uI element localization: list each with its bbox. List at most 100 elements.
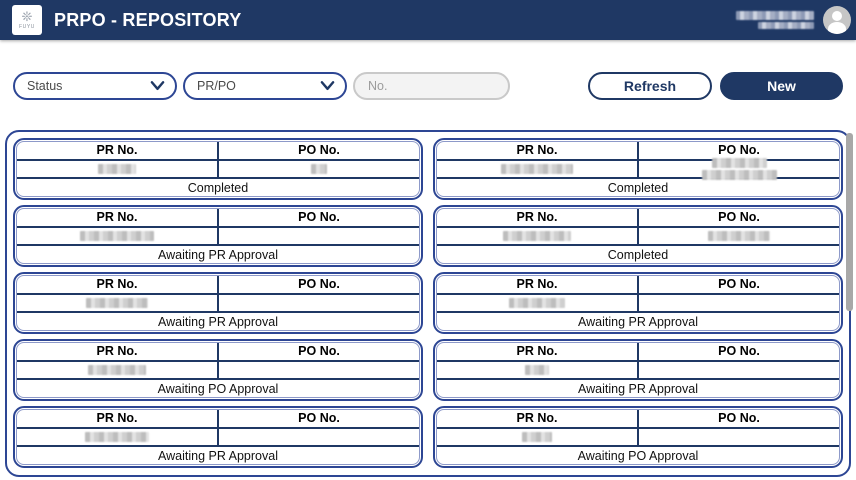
redacted-value	[85, 432, 149, 442]
pr-no-header: PR No.	[516, 277, 558, 292]
card-value-row	[437, 294, 839, 314]
card-status: Awaiting PR Approval	[158, 314, 278, 329]
chevron-down-icon	[150, 81, 165, 91]
po-no-header: PO No.	[217, 142, 419, 159]
new-button[interactable]: New	[720, 72, 843, 100]
redacted-value	[98, 164, 136, 174]
prpo-card[interactable]: PR No. PO No. Awaiting PR Approval	[433, 339, 843, 401]
pr-no-header: PR No.	[96, 344, 138, 359]
po-no-header: PO No.	[637, 276, 839, 293]
pr-no-header: PR No.	[96, 277, 138, 292]
po-no-value	[217, 160, 419, 178]
prpo-card-table: PR No. PO No. Awaiting PR Approval	[16, 409, 420, 465]
pr-no-value	[17, 161, 217, 178]
redacted-value-multiline	[701, 158, 777, 181]
pr-no-header: PR No.	[516, 210, 558, 225]
pr-no-value	[437, 228, 637, 245]
prpo-card[interactable]: PR No. PO No. Awaiting PR Approval	[433, 272, 843, 334]
card-status: Completed	[187, 180, 249, 195]
redacted-value	[522, 432, 552, 442]
prpo-card[interactable]: PR No. PO No. Completed	[13, 138, 423, 200]
po-no-header: PO No.	[217, 276, 419, 293]
po-no-value	[637, 227, 839, 245]
cards-grid: PR No. PO No. Completed PR No. PO No. Co…	[13, 138, 843, 468]
chevron-down-icon	[320, 81, 335, 91]
fuyu-logo: ❊ FUYU	[12, 5, 42, 35]
prpo-dropdown[interactable]: PR/PO	[183, 72, 347, 100]
prpo-card[interactable]: PR No. PO No. Awaiting PR Approval	[13, 205, 423, 267]
card-value-row	[17, 428, 419, 448]
card-status: Completed	[607, 247, 669, 262]
user-name-redacted	[736, 11, 814, 29]
prpo-dropdown-value: PR/PO	[197, 79, 236, 93]
redacted-value	[501, 164, 573, 174]
fuyu-logo-text: FUYU	[18, 24, 35, 30]
prpo-card[interactable]: PR No. PO No. Completed	[433, 205, 843, 267]
card-status: Awaiting PR Approval	[158, 448, 278, 463]
repository-panel: PR No. PO No. Completed PR No. PO No. Co…	[5, 130, 851, 477]
po-no-header: PO No.	[637, 142, 839, 159]
redacted-value	[509, 298, 565, 308]
po-no-header: PO No.	[217, 209, 419, 226]
card-status: Awaiting PO Approval	[157, 381, 279, 396]
po-no-value	[217, 428, 419, 446]
card-status: Awaiting PO Approval	[577, 448, 699, 463]
prpo-card-table: PR No. PO No. Awaiting PR Approval	[436, 275, 840, 331]
card-header-row: PR No. PO No.	[437, 276, 839, 295]
card-header-row: PR No. PO No.	[437, 142, 839, 161]
card-status: Awaiting PR Approval	[158, 247, 278, 262]
status-dropdown[interactable]: Status	[13, 72, 177, 100]
card-header-row: PR No. PO No.	[17, 343, 419, 362]
page-title: PRPO - REPOSITORY	[54, 9, 242, 30]
po-no-header: PO No.	[217, 343, 419, 360]
redacted-value	[88, 365, 146, 375]
redacted-text	[758, 22, 814, 29]
card-value-row	[437, 227, 839, 247]
prpo-card[interactable]: PR No. PO No. Completed	[433, 138, 843, 200]
pr-no-value	[437, 362, 637, 379]
fuyu-logo-icon: ❊	[21, 9, 33, 24]
prpo-card[interactable]: PR No. PO No. Awaiting PO Approval	[13, 339, 423, 401]
pr-no-value	[437, 429, 637, 446]
redacted-value	[311, 164, 327, 174]
prpo-card[interactable]: PR No. PO No. Awaiting PR Approval	[13, 272, 423, 334]
card-status: Awaiting PR Approval	[578, 314, 698, 329]
pr-no-header: PR No.	[516, 344, 558, 359]
pr-no-header: PR No.	[516, 143, 558, 158]
pr-no-value	[17, 295, 217, 312]
pr-no-header: PR No.	[96, 143, 138, 158]
user-area	[736, 6, 851, 34]
po-no-value	[637, 158, 839, 181]
card-header-row: PR No. PO No.	[437, 343, 839, 362]
redacted-value	[711, 158, 767, 169]
pr-no-value	[17, 362, 217, 379]
prpo-card-table: PR No. PO No. Awaiting PO Approval	[436, 409, 840, 465]
prpo-card-table: PR No. PO No. Awaiting PO Approval	[16, 342, 420, 398]
user-avatar[interactable]	[823, 6, 851, 34]
card-value-row	[17, 227, 419, 247]
prpo-card[interactable]: PR No. PO No. Awaiting PO Approval	[433, 406, 843, 468]
pr-no-header: PR No.	[96, 210, 138, 225]
prpo-card-table: PR No. PO No. Awaiting PR Approval	[16, 208, 420, 264]
card-header-row: PR No. PO No.	[17, 209, 419, 228]
redacted-value	[708, 231, 770, 241]
card-value-row	[17, 361, 419, 381]
card-header-row: PR No. PO No.	[17, 410, 419, 429]
redacted-text	[736, 11, 814, 20]
card-header-row: PR No. PO No.	[437, 209, 839, 228]
redacted-value	[80, 231, 154, 241]
prpo-card-table: PR No. PO No. Completed	[16, 141, 420, 197]
card-header-row: PR No. PO No.	[437, 410, 839, 429]
card-value-row	[437, 428, 839, 448]
number-input[interactable]	[353, 72, 510, 100]
prpo-card[interactable]: PR No. PO No. Awaiting PR Approval	[13, 406, 423, 468]
po-no-header: PO No.	[217, 410, 419, 427]
po-no-value	[637, 361, 839, 379]
card-header-row: PR No. PO No.	[17, 276, 419, 295]
redacted-value	[701, 170, 777, 181]
vertical-scrollbar-thumb[interactable]	[846, 133, 853, 311]
pr-no-value	[437, 161, 637, 178]
pr-no-header: PR No.	[516, 411, 558, 426]
refresh-button[interactable]: Refresh	[588, 72, 712, 100]
redacted-value	[525, 365, 549, 375]
